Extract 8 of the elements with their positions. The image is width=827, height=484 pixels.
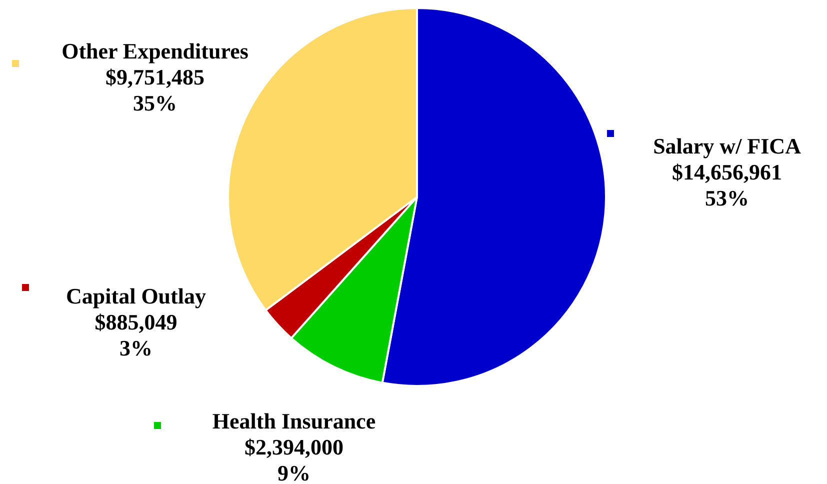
data-label: $2,394,000 9% bbox=[244, 434, 344, 484]
legend-label: Capital Outlay bbox=[66, 284, 206, 309]
legend-label: Other Expenditures bbox=[62, 38, 249, 64]
legend-label: Salary w/ FICA bbox=[653, 134, 802, 159]
legend-label: Health Insurance bbox=[212, 408, 376, 434]
data-label: $9,751,485 35% bbox=[106, 64, 204, 116]
data-label: $885,049 3% bbox=[94, 310, 178, 361]
data-label: $14,656,961 53% bbox=[672, 160, 782, 211]
